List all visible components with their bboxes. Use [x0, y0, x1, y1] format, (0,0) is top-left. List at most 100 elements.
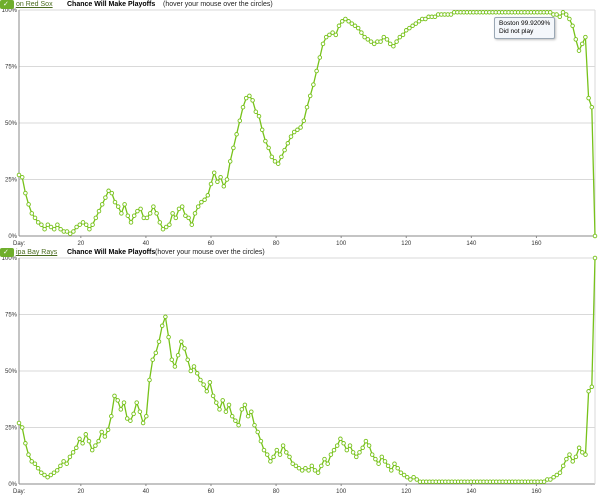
data-point[interactable]: [147, 377, 152, 383]
data-point[interactable]: [227, 159, 233, 164]
data-point[interactable]: [398, 470, 404, 475]
data-point[interactable]: [226, 402, 232, 408]
data-point[interactable]: [153, 350, 159, 356]
data-point[interactable]: [86, 438, 92, 444]
data-point[interactable]: [250, 98, 255, 103]
data-point[interactable]: [320, 41, 326, 47]
data-point[interactable]: [167, 222, 172, 227]
data-point[interactable]: [195, 204, 201, 209]
data-point[interactable]: [233, 418, 238, 423]
data-point[interactable]: [560, 10, 566, 15]
data-point[interactable]: [387, 41, 393, 47]
data-point[interactable]: [564, 456, 569, 462]
data-point[interactable]: [103, 195, 108, 200]
data-point[interactable]: [61, 459, 66, 464]
data-point[interactable]: [303, 465, 308, 471]
data-point[interactable]: [32, 461, 38, 466]
data-point[interactable]: [198, 377, 203, 383]
data-point[interactable]: [347, 443, 353, 448]
data-point[interactable]: [179, 204, 185, 209]
data-point[interactable]: [208, 181, 214, 187]
data-point[interactable]: [118, 407, 124, 412]
data-point[interactable]: [410, 23, 415, 29]
data-point[interactable]: [131, 411, 136, 417]
data-point[interactable]: [80, 220, 86, 225]
data-point[interactable]: [80, 441, 85, 446]
data-point[interactable]: [336, 23, 342, 29]
data-point[interactable]: [119, 211, 124, 216]
data-point[interactable]: [231, 145, 236, 151]
data-point[interactable]: [83, 222, 89, 227]
data-point[interactable]: [54, 468, 60, 473]
data-point[interactable]: [366, 443, 372, 448]
data-point[interactable]: [112, 199, 118, 205]
data-point[interactable]: [157, 220, 163, 225]
data-point[interactable]: [55, 222, 60, 227]
data-point[interactable]: [236, 422, 241, 428]
data-point[interactable]: [135, 208, 140, 214]
data-point[interactable]: [293, 463, 299, 469]
data-point[interactable]: [16, 172, 22, 178]
data-point[interactable]: [26, 202, 31, 207]
data-point[interactable]: [256, 113, 262, 119]
data-point[interactable]: [23, 190, 28, 196]
data-point[interactable]: [567, 16, 572, 22]
data-point[interactable]: [557, 470, 563, 475]
data-point[interactable]: [173, 215, 179, 221]
data-point[interactable]: [560, 463, 566, 469]
data-point[interactable]: [414, 477, 420, 482]
data-point[interactable]: [259, 127, 265, 133]
data-point[interactable]: [432, 14, 438, 20]
data-point[interactable]: [359, 30, 364, 35]
data-point[interactable]: [87, 226, 92, 232]
data-point[interactable]: [183, 213, 188, 218]
data-point[interactable]: [51, 226, 57, 232]
data-point[interactable]: [170, 211, 175, 216]
data-point[interactable]: [160, 226, 166, 232]
data-point[interactable]: [323, 34, 329, 40]
data-point[interactable]: [362, 34, 367, 40]
data-point[interactable]: [99, 202, 105, 207]
data-point[interactable]: [576, 48, 582, 53]
data-point[interactable]: [400, 32, 406, 38]
data-point[interactable]: [154, 211, 159, 216]
data-point[interactable]: [376, 461, 381, 466]
data-point[interactable]: [331, 447, 337, 453]
data-point[interactable]: [350, 450, 356, 455]
data-point[interactable]: [339, 19, 345, 24]
data-point[interactable]: [392, 461, 397, 466]
data-point[interactable]: [39, 470, 44, 475]
data-point[interactable]: [589, 384, 595, 390]
data-point[interactable]: [237, 118, 243, 123]
data-point[interactable]: [570, 459, 575, 464]
data-point[interactable]: [411, 474, 416, 480]
data-point[interactable]: [74, 445, 79, 451]
data-point[interactable]: [19, 174, 25, 180]
data-point[interactable]: [137, 409, 143, 414]
data-point[interactable]: [368, 39, 374, 44]
data-point[interactable]: [275, 161, 281, 166]
data-point[interactable]: [349, 21, 355, 26]
data-point[interactable]: [23, 441, 28, 446]
team-tab[interactable]: ✓: [0, 0, 14, 9]
data-point[interactable]: [576, 445, 582, 451]
data-point[interactable]: [140, 420, 146, 426]
data-point[interactable]: [42, 226, 47, 232]
data-point[interactable]: [67, 454, 73, 460]
data-point[interactable]: [333, 32, 339, 38]
data-point[interactable]: [334, 443, 340, 448]
data-point[interactable]: [378, 39, 383, 44]
data-point[interactable]: [147, 211, 153, 216]
data-point[interactable]: [352, 23, 358, 29]
data-point[interactable]: [67, 231, 73, 236]
data-point[interactable]: [554, 472, 560, 478]
data-point[interactable]: [382, 459, 388, 464]
data-point[interactable]: [296, 465, 302, 471]
data-point[interactable]: [369, 452, 375, 457]
data-point[interactable]: [319, 463, 324, 469]
data-point[interactable]: [199, 199, 204, 205]
data-point[interactable]: [328, 452, 334, 457]
data-point[interactable]: [220, 398, 225, 403]
data-point[interactable]: [373, 456, 378, 462]
data-point[interactable]: [35, 465, 41, 471]
